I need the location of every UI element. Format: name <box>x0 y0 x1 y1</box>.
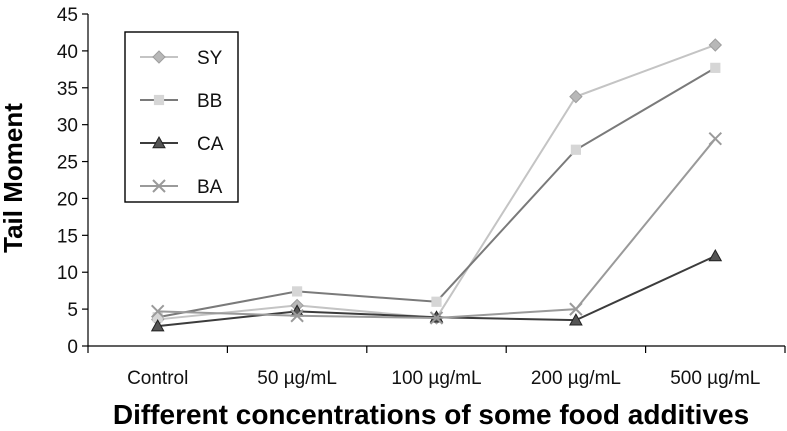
x-tick-label: 500 µg/mL <box>670 368 760 389</box>
data-point-sy <box>708 38 723 52</box>
y-axis: 0 5 10 15 20 25 30 35 40 45 <box>57 5 89 358</box>
x-marker-stroke <box>569 302 583 316</box>
series-line-ba <box>157 138 717 319</box>
data-point-ba <box>429 311 444 325</box>
data-point-bb <box>710 62 721 73</box>
series-line-sy <box>157 44 716 321</box>
data-point-ba <box>569 302 583 316</box>
legend-marker <box>153 94 165 106</box>
y-tick-label: 30 <box>57 116 78 137</box>
y-tick-label: 10 <box>57 263 78 284</box>
data-point-ba <box>150 304 165 319</box>
legend-marker <box>152 50 166 64</box>
data-point-ba <box>290 309 304 323</box>
x-tick-label: Control <box>127 368 188 389</box>
y-tick-label: 0 <box>67 337 78 358</box>
legend-label: BB <box>197 91 222 112</box>
y-tick-label: 35 <box>57 79 78 100</box>
x-tick-label: 50 µg/mL <box>257 368 337 389</box>
data-point-ca <box>569 313 583 326</box>
legend-label: BA <box>197 177 223 198</box>
x-marker-stroke <box>290 309 304 323</box>
data-point-ba <box>708 131 723 146</box>
x-tick-label: 100 µg/mL <box>391 368 481 389</box>
data-point-sy <box>569 89 583 104</box>
series-ba <box>150 131 723 325</box>
legend-box <box>124 31 239 203</box>
y-tick-label: 20 <box>57 189 78 210</box>
x-axis-title: Different concentrations of some food ad… <box>113 399 749 430</box>
y-tick-label: 25 <box>57 153 78 174</box>
data-point-ca <box>708 248 723 262</box>
data-point-bb <box>570 144 581 155</box>
x-marker-stroke <box>429 311 444 325</box>
series-line-bb <box>157 66 716 319</box>
series-layer <box>150 38 723 332</box>
y-axis-title: Tail Moment <box>0 103 28 253</box>
x-tick-label: 200 µg/mL <box>531 368 621 389</box>
legend-marker <box>152 179 166 193</box>
legend-marker <box>152 135 166 149</box>
y-tick-label: 40 <box>57 42 78 63</box>
data-point-bb <box>292 286 303 297</box>
x-marker-stroke <box>150 304 165 319</box>
x-marker-stroke <box>708 131 723 146</box>
data-point-bb <box>152 312 163 323</box>
x-marker-stroke <box>152 179 166 193</box>
y-tick-label: 5 <box>67 300 78 321</box>
data-point-bb <box>431 296 442 307</box>
legend: SY BB CA BA <box>124 31 239 203</box>
y-tick-label: 15 <box>57 226 78 247</box>
legend-label: CA <box>197 134 224 155</box>
series-bb <box>152 62 721 323</box>
x-axis: Control 50 µg/mL 100 µg/mL 200 µg/mL 500 µg/… <box>87 345 786 389</box>
y-tick-label: 45 <box>57 5 78 26</box>
legend-label: SY <box>197 48 223 69</box>
data-point-ca <box>150 319 165 332</box>
